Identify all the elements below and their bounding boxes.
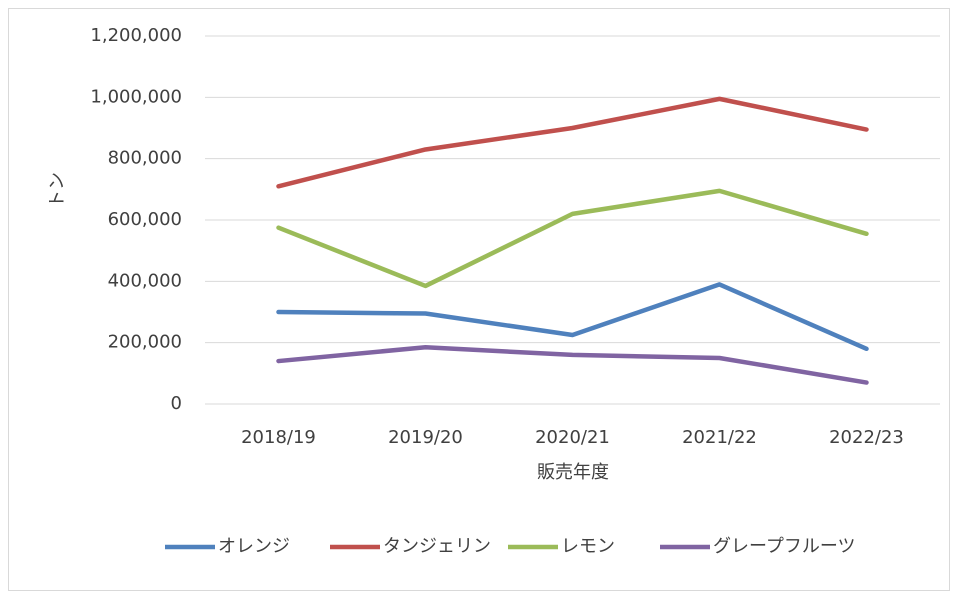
series-line	[276, 188, 869, 289]
y-tick-label: 800,000	[108, 148, 182, 169]
series-line	[276, 345, 869, 385]
legend-label: グレープフルーツ	[713, 536, 856, 557]
x-tick-label: 2021/22	[682, 427, 757, 448]
y-tick-label: 600,000	[108, 209, 182, 230]
y-tick-label: 400,000	[108, 270, 182, 291]
y-axis-title: トン	[47, 172, 68, 208]
y-tick-label: 1,200,000	[90, 25, 182, 46]
legend-label: オレンジ	[218, 536, 290, 557]
series-line	[276, 96, 869, 189]
x-axis-title: 販売年度	[537, 462, 609, 483]
chart-border	[8, 8, 950, 591]
y-tick-label: 1,000,000	[90, 86, 182, 107]
y-tick-label: 200,000	[108, 332, 182, 353]
x-tick-label: 2018/19	[241, 427, 316, 448]
legend-label: レモン	[561, 536, 615, 557]
x-tick-label: 2020/21	[535, 427, 610, 448]
legend-label: タンジェリン	[383, 536, 491, 557]
y-tick-label: 0	[171, 393, 182, 414]
x-tick-label: 2022/23	[829, 427, 904, 448]
x-tick-label: 2019/20	[388, 427, 463, 448]
series-line	[276, 282, 869, 352]
